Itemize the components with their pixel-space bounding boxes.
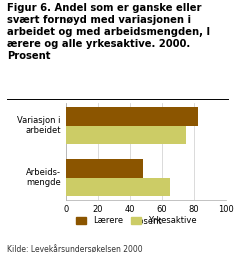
Bar	[66, 159, 142, 178]
Text: Kilde: Levekårsundersøkelsen 2000: Kilde: Levekårsundersøkelsen 2000	[7, 245, 143, 254]
Bar	[66, 178, 170, 196]
Legend: Lærere, Yrkesaktive: Lærere, Yrkesaktive	[73, 213, 200, 228]
Bar	[66, 125, 186, 144]
Text: Figur 6. Andel som er ganske eller
svært fornøyd med variasjonen i
arbeidet og m: Figur 6. Andel som er ganske eller svært…	[7, 3, 210, 61]
Bar	[66, 107, 198, 125]
X-axis label: Prosent: Prosent	[130, 217, 162, 226]
